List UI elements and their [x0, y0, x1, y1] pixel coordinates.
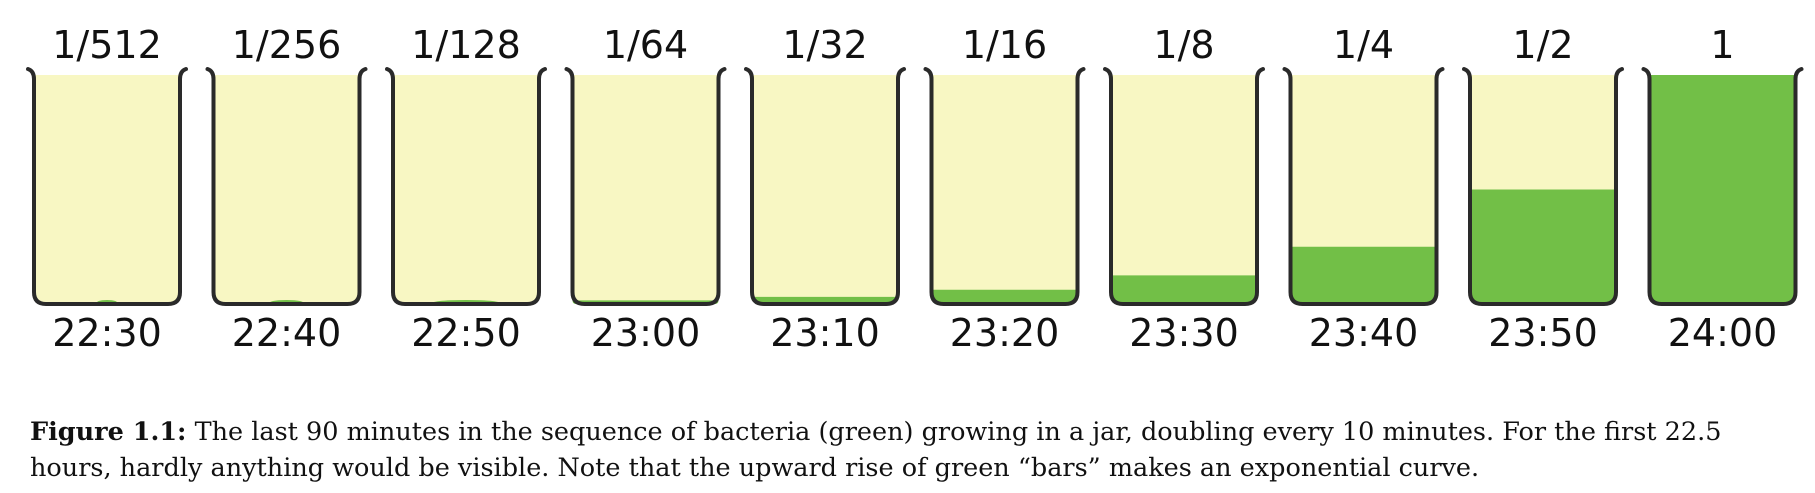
time-label: 23:00 [591, 311, 701, 355]
time-label: 23:30 [1129, 311, 1239, 355]
jar-outline [1282, 67, 1445, 306]
jar-interior [34, 75, 180, 304]
fraction-label: 1/512 [52, 23, 162, 67]
jar-interior [931, 75, 1078, 304]
time-label: 22:30 [52, 311, 162, 355]
fraction-label: 1/128 [411, 23, 521, 67]
time-label: 24:00 [1668, 311, 1778, 355]
time-label: 22:50 [411, 311, 521, 355]
jar: 1/32 23:10 [744, 23, 906, 355]
jar-outline [205, 67, 368, 306]
time-label: 23:20 [950, 311, 1060, 355]
bacteria-fill [1649, 75, 1796, 304]
jar-interior [752, 75, 898, 304]
jar: 1 24:00 [1641, 23, 1804, 355]
jar-outline [744, 67, 906, 306]
time-label: 22:40 [232, 311, 342, 355]
bacteria-fill [1470, 189, 1616, 304]
jar-outline [385, 67, 547, 306]
jar: 1/128 22:50 [385, 23, 547, 355]
fraction-label: 1 [1710, 23, 1734, 67]
jar-outline [26, 67, 188, 306]
jar: 1/8 23:30 [1103, 23, 1265, 355]
fraction-label: 1/8 [1153, 23, 1214, 67]
time-label: 23:40 [1309, 311, 1419, 355]
jar-outline [1103, 67, 1265, 306]
time-label: 23:10 [770, 311, 880, 355]
fraction-label: 1/64 [603, 23, 688, 67]
jar-outline [923, 67, 1086, 306]
jar-sequence-diagram: 1/51222:301/25622:401/12822:501/6423:001… [26, 23, 1804, 355]
bacteria-fill [931, 289, 1078, 304]
jar: 1/256 22:40 [205, 23, 368, 355]
jar: 1/512 22:30 [26, 23, 188, 355]
jar-outline [564, 67, 727, 306]
jar-interior [572, 75, 719, 304]
fraction-label: 1/2 [1512, 23, 1573, 67]
jar-interior [213, 75, 360, 304]
jar-outline [1462, 67, 1624, 306]
fraction-label: 1/4 [1333, 23, 1394, 67]
fraction-label: 1/16 [962, 23, 1047, 67]
bacteria-fill [1290, 246, 1437, 304]
caption-label: Figure 1.1: [30, 416, 187, 447]
figure-caption: Figure 1.1: The last 90 minutes in the s… [30, 414, 1800, 486]
fraction-label: 1/256 [232, 23, 342, 67]
jar: 1/64 23:00 [564, 23, 727, 355]
time-label: 23:50 [1488, 311, 1598, 355]
jar-interior [393, 75, 539, 304]
bacteria-fill [1111, 275, 1257, 304]
jar: 1/16 23:20 [923, 23, 1086, 355]
caption-text: The last 90 minutes in the sequence of b… [30, 416, 1722, 483]
jar: 1/4 23:40 [1282, 23, 1445, 355]
fraction-label: 1/32 [782, 23, 867, 67]
jar-interior [1111, 75, 1257, 304]
jar-outline [1641, 67, 1804, 306]
jar: 1/2 23:50 [1462, 23, 1624, 355]
